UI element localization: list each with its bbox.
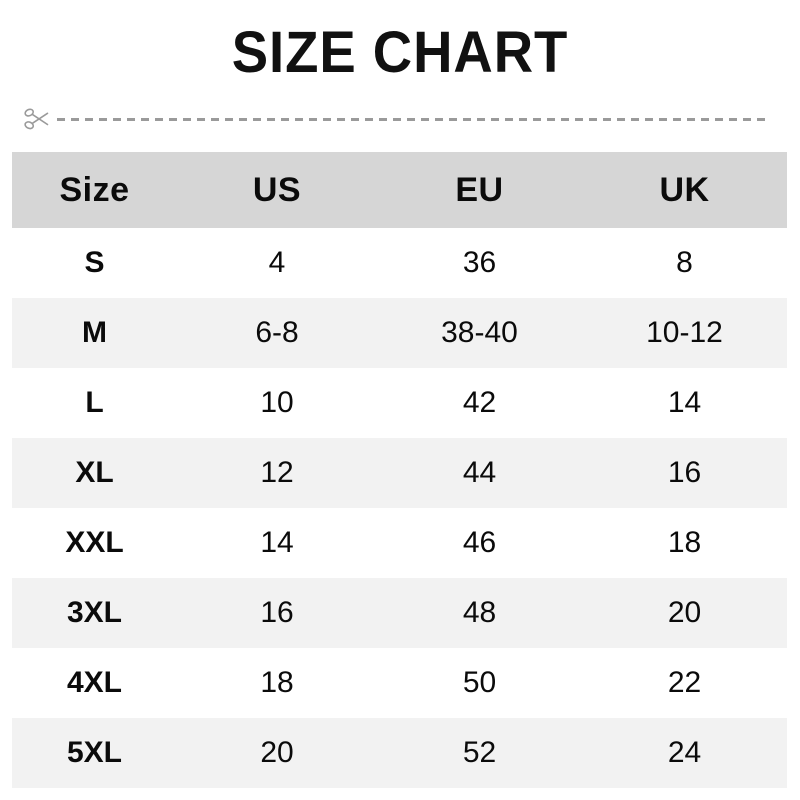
- cell-size: 3XL: [66, 596, 123, 629]
- column-header-uk: UK: [582, 152, 787, 228]
- cell-us: 12: [260, 456, 294, 489]
- cell-us: 10: [260, 386, 294, 419]
- cell-us: 18: [260, 666, 294, 699]
- table-row: XL 12 44 16: [12, 438, 787, 508]
- cell-size: XL: [75, 456, 114, 489]
- cut-line: [22, 104, 778, 134]
- cell-uk: 24: [667, 736, 702, 769]
- table-body: S 4 36 8 M 6-8 38-40 10-12 L 10 42 14 XL…: [12, 228, 787, 788]
- table-row: XXL 14 46 18: [12, 508, 787, 578]
- page-title-container: SIZE CHART: [0, 22, 800, 84]
- cell-uk: 20: [667, 596, 702, 629]
- cell-us: 20: [260, 736, 294, 769]
- cell-uk: 14: [667, 386, 702, 419]
- table-row: 3XL 16 48 20: [12, 578, 787, 648]
- cell-eu: 44: [462, 456, 497, 489]
- cell-eu: 38-40: [441, 316, 518, 349]
- page-title: SIZE CHART: [231, 20, 569, 85]
- column-header-size: Size: [12, 152, 177, 228]
- cell-uk: 22: [667, 666, 702, 699]
- table-row: 5XL 20 52 24: [12, 718, 787, 788]
- cell-us: 6-8: [255, 316, 299, 349]
- cell-uk: 10-12: [646, 316, 723, 349]
- cell-eu: 46: [462, 526, 497, 559]
- cell-eu: 52: [462, 736, 497, 769]
- table-header-row: Size US EU UK: [12, 152, 787, 228]
- table-header: Size US EU UK: [12, 152, 787, 228]
- size-chart-table: Size US EU UK S 4 36 8 M 6-8 38-40 10-12…: [12, 152, 787, 788]
- cell-size: S: [84, 246, 105, 279]
- cell-eu: 42: [462, 386, 497, 419]
- cell-uk: 8: [676, 246, 693, 279]
- dashed-cut-line: [57, 117, 770, 121]
- table-row: L 10 42 14: [12, 368, 787, 438]
- cell-eu: 36: [462, 246, 497, 279]
- cell-us: 4: [268, 246, 286, 279]
- cell-size: XXL: [65, 526, 124, 559]
- column-header-us: US: [177, 152, 377, 228]
- cell-us: 16: [260, 596, 294, 629]
- cell-eu: 48: [462, 596, 497, 629]
- cell-uk: 18: [667, 526, 702, 559]
- cell-size: 4XL: [66, 666, 123, 699]
- cell-us: 14: [260, 526, 294, 559]
- column-header-eu: EU: [377, 152, 582, 228]
- cell-eu: 50: [462, 666, 497, 699]
- cell-size: M: [82, 316, 107, 349]
- cell-uk: 16: [667, 456, 702, 489]
- cell-size: L: [85, 386, 104, 419]
- table-row: M 6-8 38-40 10-12: [12, 298, 787, 368]
- scissors-icon: [22, 104, 56, 134]
- table-row: 4XL 18 50 22: [12, 648, 787, 718]
- cell-size: 5XL: [66, 736, 123, 769]
- table-row: S 4 36 8: [12, 228, 787, 298]
